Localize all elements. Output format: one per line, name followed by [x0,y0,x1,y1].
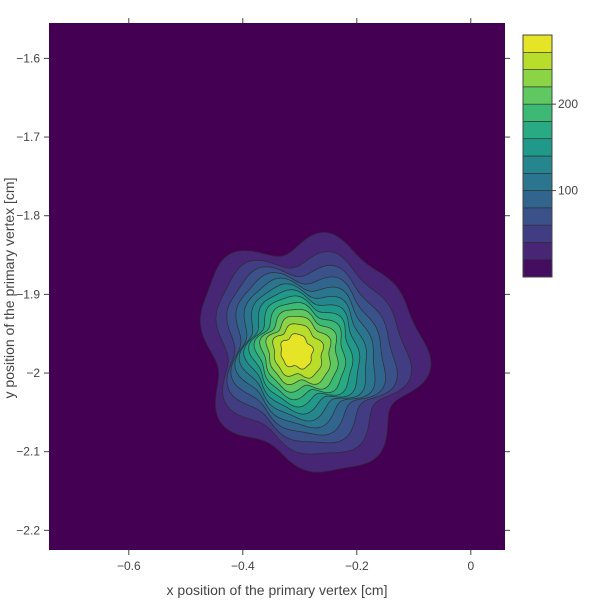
y-axis: −2.2 −2.1 −2 −1.9 −1.8 −1.7 −1.6 [16,51,510,537]
colorbar-band [522,51,553,70]
colorbar-band [522,242,553,261]
y-tick-label: −2.1 [16,445,40,459]
y-tick-label: −2.2 [16,523,40,537]
plot-area [49,23,505,550]
colorbar-band [522,121,553,140]
x-axis-title: x position of the primary vertex [cm] [167,582,388,598]
colorbar-band [522,259,553,278]
y-tick-label: −1.9 [16,287,40,301]
colorbar-tick-label: 200 [558,97,578,111]
colorbar-band [522,172,553,191]
colorbar-border [522,34,553,278]
colorbar: 100 200 [522,34,578,278]
colorbar-band [522,86,553,105]
y-tick-label: −1.7 [16,130,40,144]
y-tick-label: −2 [26,366,40,380]
colorbar-band [522,138,553,157]
y-tick-label: −1.6 [16,51,40,65]
colorbar-tick-label: 100 [558,184,578,198]
x-tick-label: −0.2 [345,559,369,573]
contour-level-260 [280,333,314,370]
colorbar-band [522,224,553,243]
colorbar-band [522,34,553,53]
y-axis-title: y position of the primary vertex [cm] [1,178,17,399]
x-tick-label: −0.6 [117,559,141,573]
x-axis: −0.6 −0.4 −0.2 0 [117,18,474,573]
contour-levels [199,231,432,473]
colorbar-band [522,69,553,88]
colorbar-band [522,190,553,209]
colorbar-band [522,155,553,174]
colorbar-band [522,207,553,226]
colorbar-band [522,103,553,122]
x-tick-label: 0 [467,559,474,573]
y-tick-label: −1.8 [16,209,40,223]
x-tick-label: −0.4 [231,559,255,573]
